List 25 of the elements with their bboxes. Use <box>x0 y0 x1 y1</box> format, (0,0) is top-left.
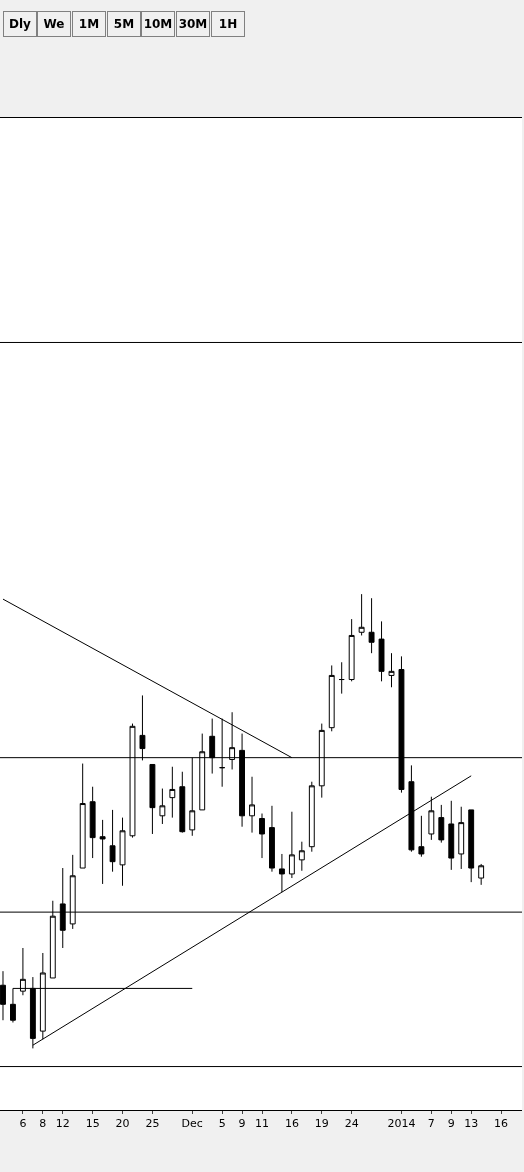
text: We <box>43 17 65 31</box>
x-tick-label: 15 <box>85 1117 100 1131</box>
x-tick-label: 11 <box>255 1117 269 1131</box>
x-tick-label: 19 <box>314 1117 329 1131</box>
x-tick-label: Dec <box>181 1117 203 1131</box>
x-tick-label: 6 <box>19 1117 27 1131</box>
x-tick-label: 16 <box>284 1117 299 1131</box>
x-tick-label: 13 <box>464 1117 479 1131</box>
x-tick-label: 5 <box>218 1117 226 1131</box>
text: Dly <box>8 17 32 31</box>
text: 30M <box>178 17 208 31</box>
x-tick-label: 2014 <box>387 1117 416 1131</box>
text: 5M <box>113 17 135 31</box>
x-tick-label: 9 <box>238 1117 246 1131</box>
text: 10M <box>143 17 173 31</box>
x-tick-label: 7 <box>427 1117 435 1131</box>
text: 1M <box>78 17 100 31</box>
x-tick-label: 8 <box>39 1117 47 1131</box>
x-tick-label: 16 <box>494 1117 509 1131</box>
x-tick-label: 20 <box>115 1117 130 1131</box>
x-tick-label: 12 <box>55 1117 70 1131</box>
x-tick-label: 24 <box>344 1117 359 1131</box>
x-tick-label: 9 <box>447 1117 455 1131</box>
x-tick-label: 25 <box>145 1117 160 1131</box>
text: 1H <box>218 17 238 31</box>
